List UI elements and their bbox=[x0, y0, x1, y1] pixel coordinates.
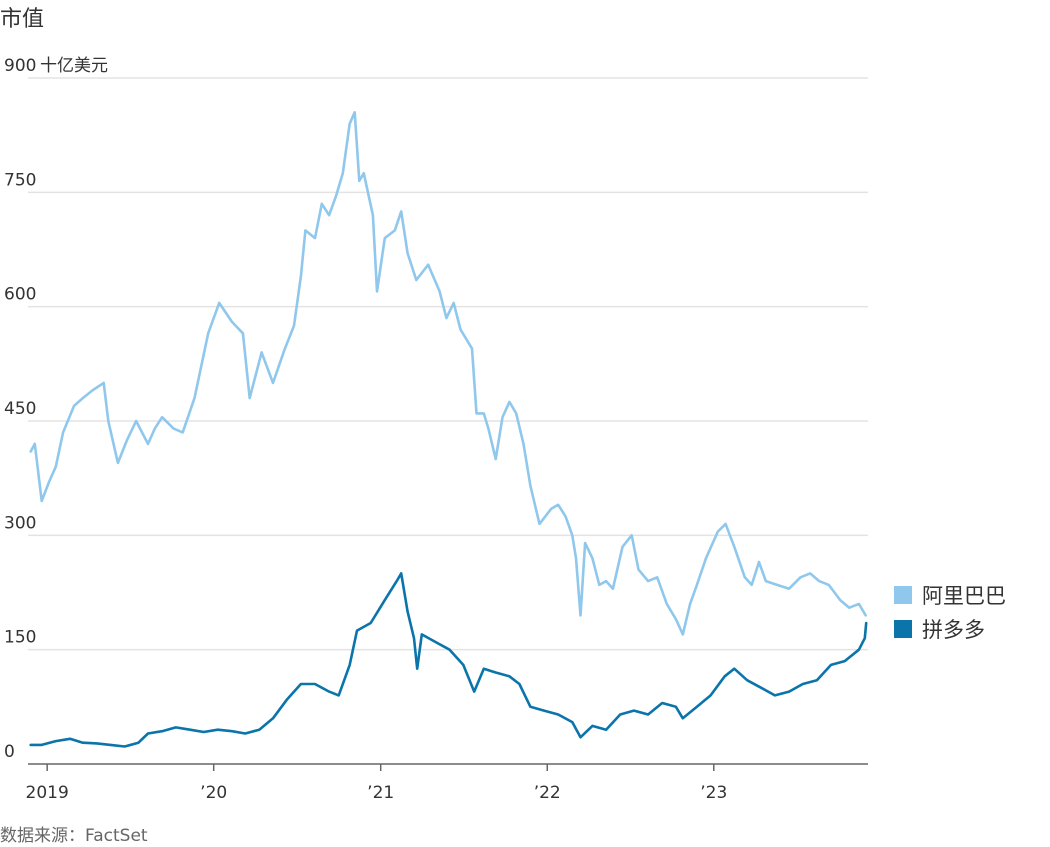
y-tick-label: 0 bbox=[4, 742, 15, 762]
y-tick-label: 300 bbox=[4, 513, 36, 533]
x-tick-label: ’22 bbox=[534, 783, 561, 803]
y-tick-label: 600 bbox=[4, 285, 36, 305]
y-tick-label: 450 bbox=[4, 399, 36, 419]
legend-swatch bbox=[894, 620, 912, 638]
legend-label: 拼多多 bbox=[922, 618, 985, 642]
chart-title: 市值 bbox=[0, 7, 44, 32]
y-tick-label: 150 bbox=[4, 628, 36, 648]
series-line-1 bbox=[29, 572, 868, 748]
y-tick-label: 750 bbox=[4, 170, 36, 190]
x-tick-label: 2019 bbox=[26, 783, 69, 803]
series-line-0 bbox=[29, 111, 867, 636]
legend-swatch bbox=[894, 586, 912, 604]
x-tick-label: ’21 bbox=[367, 783, 394, 803]
x-axis-ticks: 2019 ’20 ’21 ’22 ’23 bbox=[26, 764, 727, 803]
gridlines: 0 150 300 450 600 750 900 十亿美元 bbox=[4, 56, 868, 762]
source-note: 数据来源：FactSet bbox=[0, 826, 148, 846]
x-tick-label: ’23 bbox=[700, 783, 727, 803]
y-tick-label: 900 bbox=[4, 56, 36, 76]
y-unit-label: 十亿美元 bbox=[40, 56, 108, 76]
x-tick-label: ’20 bbox=[200, 783, 227, 803]
legend-label: 阿里巴巴 bbox=[922, 584, 1006, 608]
series-lines bbox=[29, 111, 868, 748]
